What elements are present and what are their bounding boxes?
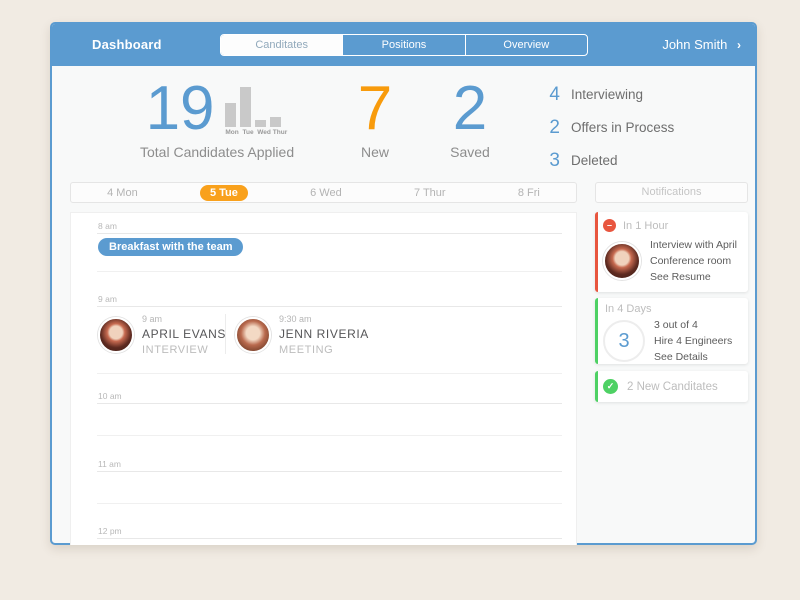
bar-label: Thur <box>272 129 288 136</box>
bar-tue <box>239 87 251 127</box>
hour-line <box>97 471 562 472</box>
new-value: 7 <box>357 74 393 143</box>
saved-caption: Saved <box>450 144 490 160</box>
breakdown-offers: 2 Offers in Process <box>540 111 674 144</box>
offers-label: Offers in Process <box>571 120 675 135</box>
bar-chart-labels: Mon Tue Wed Thur <box>225 129 289 136</box>
day-calendar: 8 am Breakfast with the team 9 am 9 am A… <box>70 212 577 545</box>
minus-circle-icon: – <box>603 219 616 232</box>
bar-thur <box>269 117 281 127</box>
half-hour-line <box>97 271 562 272</box>
time-label-10am: 10 am <box>98 391 122 401</box>
deleted-label: Deleted <box>571 153 618 168</box>
avatar-jenn <box>235 317 271 353</box>
weekly-bar-chart: Mon Tue Wed Thur <box>224 87 289 136</box>
avatar-april <box>98 317 134 353</box>
stat-total-candidates: 19 Mon Tue Wed Thur Total Candidates Applie… <box>140 74 295 161</box>
interviewing-label: Interviewing <box>571 87 644 102</box>
event-type: INTERVIEW <box>142 344 209 356</box>
offers-count: 2 <box>549 116 560 138</box>
notification-card-4days[interactable]: In 4 Days 3 3 out of 4 Hire 4 Engineers … <box>595 298 748 364</box>
notification-line: Interview with April <box>650 239 737 251</box>
breakdown-interviewing: 4 Interviewing <box>540 78 674 111</box>
notification-text: 2 New Canditates <box>627 380 718 393</box>
time-label-12pm: 12 pm <box>98 526 122 536</box>
day-tab-bar: 4 Mon 5 Tue 6 Wed 7 Thur 8 Fri <box>70 182 577 203</box>
bar-mon <box>224 103 236 127</box>
saved-value: 2 <box>452 74 488 143</box>
avatar-april <box>603 242 641 280</box>
day-tab-tue[interactable]: 5 Tue <box>199 184 248 201</box>
bar-label: Tue <box>242 129 254 136</box>
time-label-8am: 8 am <box>98 221 117 231</box>
hour-line <box>97 403 562 404</box>
deleted-count: 3 <box>549 149 560 171</box>
event-time: 9:30 am <box>279 314 312 324</box>
alert-stripe <box>595 212 598 292</box>
chevron-right-icon: › <box>737 38 741 52</box>
tab-positions[interactable]: Positions <box>343 35 466 55</box>
notification-line: 3 out of 4 <box>654 319 698 331</box>
progress-count-badge: 3 <box>603 320 645 362</box>
page-title: Dashboard <box>92 37 162 52</box>
day-tab-thur[interactable]: 7 Thur <box>413 186 446 199</box>
half-hour-line <box>97 373 562 374</box>
bar-wed <box>254 120 266 127</box>
tab-overview[interactable]: Overview <box>503 39 550 51</box>
dashboard-window: Dashboard Canditates Positions Overview … <box>50 22 757 545</box>
event-april-interview[interactable]: 9 am APRIL EVANS INTERVIEW <box>98 314 226 356</box>
interviewing-count: 4 <box>549 83 560 105</box>
notification-line: Conference room <box>650 255 732 267</box>
notification-card-1hour[interactable]: – In 1 Hour Interview with April Confere… <box>595 212 748 292</box>
time-label-11am: 11 am <box>98 459 121 469</box>
see-details-link[interactable]: See Details <box>654 351 708 363</box>
hour-line <box>97 306 562 307</box>
notifications-header[interactable]: Notifications <box>595 182 748 203</box>
breakdown-deleted: 3 Deleted <box>540 144 674 177</box>
status-breakdown-list: 4 Interviewing 2 Offers in Process 3 Del… <box>540 78 674 177</box>
notification-card-new-candidates[interactable]: ✓ 2 New Canditates <box>595 371 748 402</box>
event-time: 9 am <box>142 314 163 324</box>
bar-chart-bars <box>224 87 289 127</box>
success-stripe <box>595 371 598 402</box>
event-breakfast[interactable]: Breakfast with the team <box>98 238 244 256</box>
event-name: APRIL EVANS <box>142 327 226 341</box>
user-name: John Smith <box>662 37 728 52</box>
half-hour-line <box>97 503 562 504</box>
bar-label: Mon <box>225 129 239 136</box>
event-name: JENN RIVERIA <box>279 327 369 341</box>
hour-line <box>97 233 562 234</box>
progress-stripe <box>595 298 598 364</box>
total-candidates-caption: Total Candidates Applied <box>140 144 295 160</box>
day-tab-fri[interactable]: 8 Fri <box>517 186 540 199</box>
event-jenn-meeting[interactable]: 9:30 am JENN RIVERIA MEETING <box>235 314 369 356</box>
nav-tab-group: Canditates Positions Overview <box>220 34 588 56</box>
stat-new: 7 New <box>345 74 405 161</box>
notification-timing: In 1 Hour <box>623 219 669 232</box>
day-tab-wed[interactable]: 6 Wed <box>310 186 342 199</box>
event-divider <box>225 314 226 354</box>
check-circle-icon: ✓ <box>603 379 618 394</box>
event-type: MEETING <box>279 344 334 356</box>
user-menu[interactable]: John Smith › <box>662 24 741 66</box>
tab-canditates[interactable]: Canditates <box>221 35 344 55</box>
new-caption: New <box>360 144 389 160</box>
stat-saved: 2 Saved <box>440 74 500 161</box>
notification-timing: In 4 Days <box>605 303 652 315</box>
total-candidates-value: 19 <box>145 74 215 143</box>
hour-line <box>97 538 562 539</box>
see-resume-link[interactable]: See Resume <box>650 271 711 283</box>
notification-line: Hire 4 Engineers <box>654 335 733 347</box>
day-tab-mon[interactable]: 4 Mon <box>107 186 138 199</box>
top-nav-bar: Dashboard Canditates Positions Overview … <box>52 24 755 66</box>
time-label-9am: 9 am <box>98 294 117 304</box>
half-hour-line <box>97 435 562 436</box>
bar-label: Wed <box>257 129 271 136</box>
